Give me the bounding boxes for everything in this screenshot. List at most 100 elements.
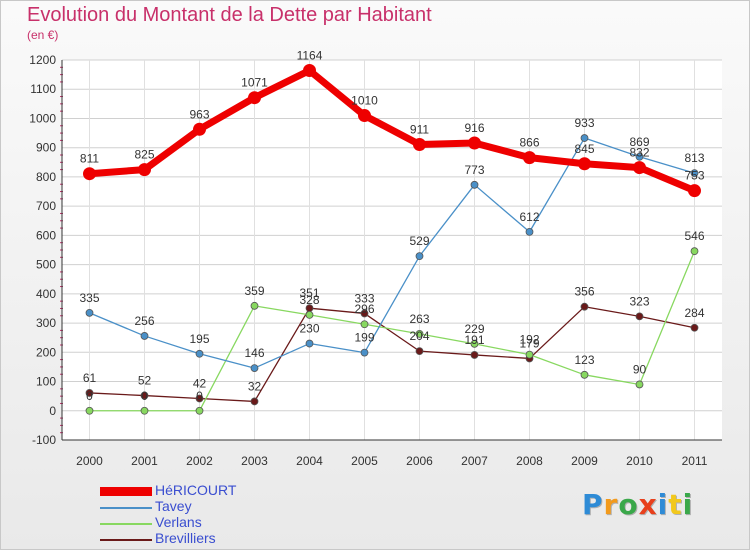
data-label-verlans-2004: 328 — [299, 293, 319, 307]
data-point-h-ricourt-2007 — [468, 136, 481, 150]
data-label-brevilliers-2011: 284 — [684, 306, 704, 320]
data-point-brevilliers-2007 — [470, 351, 479, 359]
data-label-verlans-2005: 296 — [354, 302, 374, 316]
data-point-verlans-2003 — [250, 301, 259, 310]
chart-title: Evolution du Montant de la Dette par Hab… — [27, 4, 432, 26]
data-label-tavey-2006: 529 — [409, 234, 429, 248]
data-point-h-ricourt-2000 — [83, 167, 96, 181]
data-point-tavey-2011 — [690, 169, 699, 178]
data-label-verlans-2009: 123 — [574, 353, 594, 367]
data-point-h-ricourt-2006 — [413, 137, 426, 151]
logo-letter: x — [638, 488, 658, 521]
data-label-h-ricourt-2003: 1071 — [241, 76, 268, 90]
data-label-brevilliers-2000: 61 — [83, 371, 97, 385]
legend-label-tavey: Tavey — [155, 498, 192, 514]
data-point-verlans-2001 — [140, 406, 149, 415]
data-label-brevilliers-2009: 356 — [574, 285, 594, 299]
y-tick-label-500: 500 — [36, 258, 56, 272]
data-label-tavey-2004: 230 — [299, 322, 319, 336]
data-point-brevilliers-2011 — [690, 323, 699, 332]
data-label-tavey-2002: 195 — [189, 332, 209, 346]
logo-letter: i — [682, 488, 694, 521]
data-label-tavey-2001: 256 — [134, 314, 154, 328]
data-point-h-ricourt-2008 — [523, 151, 536, 165]
data-point-verlans-2009 — [580, 370, 589, 379]
proxiti-logo: Proxiti — [582, 488, 693, 521]
data-label-h-ricourt-2006: 911 — [410, 122, 429, 136]
legend-swatch-brevilliers — [100, 539, 152, 541]
data-label-brevilliers-2006: 204 — [409, 329, 429, 343]
data-label-h-ricourt-2000: 811 — [80, 152, 99, 166]
data-label-tavey-2000: 335 — [79, 291, 99, 305]
legend-label-verlans: Verlans — [155, 514, 202, 530]
x-tick-label-2000: 2000 — [76, 454, 103, 468]
data-point-brevilliers-2003 — [250, 397, 259, 406]
x-tick-label-2001: 2001 — [131, 454, 158, 468]
data-label-tavey-2009: 933 — [574, 116, 594, 130]
legend-label-hericourt: HéRICOURT — [155, 482, 237, 498]
series-line-brevilliers — [88, 306, 696, 403]
data-label-tavey-2007: 773 — [464, 163, 484, 177]
y-tick-label-100: 100 — [36, 375, 56, 389]
data-point-tavey-2004 — [305, 339, 314, 348]
data-point-verlans-2011 — [690, 247, 699, 256]
data-label-verlans-2001: 0 — [141, 389, 148, 403]
data-label-h-ricourt-2002: 963 — [189, 107, 209, 121]
data-label-h-ricourt-2001: 825 — [134, 148, 154, 162]
chart-subtitle: (en €) — [27, 28, 59, 42]
data-point-tavey-2006 — [415, 252, 424, 261]
data-label-brevilliers-2004: 351 — [299, 286, 319, 300]
data-label-tavey-2003: 146 — [244, 346, 264, 360]
logo-letter: r — [603, 488, 619, 521]
data-label-brevilliers-2010: 323 — [629, 294, 649, 308]
y-tick-label-300: 300 — [36, 316, 56, 330]
y-tick-label-900: 900 — [36, 141, 56, 155]
legend-label-brevilliers: Brevilliers — [155, 530, 216, 546]
logo-letter: i — [657, 488, 669, 521]
y-tick-label-1200: 1200 — [29, 53, 56, 67]
data-label-h-ricourt-2011: 753 — [684, 169, 704, 183]
x-tick-label-2011: 2011 — [682, 454, 708, 468]
data-point-tavey-2009 — [580, 134, 589, 142]
y-tick-label-1000: 1000 — [29, 111, 56, 125]
data-point-h-ricourt-2010 — [633, 161, 646, 175]
plot-area — [62, 60, 722, 440]
data-point-h-ricourt-2005 — [358, 109, 371, 123]
data-label-brevilliers-2002: 42 — [193, 376, 207, 390]
data-label-tavey-2005: 199 — [354, 331, 374, 345]
y-tick-label-600: 600 — [36, 228, 56, 242]
x-tick-label-2006: 2006 — [406, 454, 433, 468]
data-label-tavey-2008: 612 — [519, 210, 539, 224]
data-point-tavey-2000 — [85, 308, 94, 317]
data-label-brevilliers-2005: 333 — [354, 291, 374, 305]
data-label-brevilliers-2007: 191 — [464, 333, 484, 347]
series-line-h-ricourt — [86, 67, 698, 195]
x-tick-label-2003: 2003 — [241, 454, 268, 468]
legend-swatch-verlans — [100, 523, 152, 525]
data-point-brevilliers-2006 — [415, 347, 424, 356]
y-tick-label-0: 0 — [49, 404, 56, 418]
data-label-verlans-2007: 229 — [464, 322, 484, 336]
data-label-verlans-2011: 546 — [684, 229, 704, 243]
data-point-h-ricourt-2011 — [688, 184, 701, 198]
logo-letter: o — [618, 488, 639, 521]
data-label-h-ricourt-2004: 1164 — [297, 49, 323, 63]
data-point-h-ricourt-2009 — [578, 157, 591, 171]
y-tick-label--100: -100 — [32, 433, 56, 447]
data-point-brevilliers-2002 — [195, 394, 204, 403]
data-point-verlans-2010 — [635, 380, 644, 389]
data-point-verlans-2002 — [195, 406, 204, 415]
data-label-verlans-2000: 0 — [86, 389, 93, 403]
data-point-verlans-2000 — [85, 406, 94, 415]
x-tick-label-2007: 2007 — [461, 454, 488, 468]
data-point-tavey-2007 — [470, 180, 479, 189]
data-label-brevilliers-2003: 32 — [248, 379, 262, 393]
data-label-h-ricourt-2007: 916 — [464, 121, 484, 135]
data-point-tavey-2008 — [525, 227, 534, 236]
data-label-verlans-2006: 263 — [409, 312, 429, 326]
data-label-h-ricourt-2008: 866 — [519, 136, 539, 150]
data-point-h-ricourt-2002 — [193, 122, 206, 136]
data-point-brevilliers-2005 — [360, 309, 369, 318]
data-point-brevilliers-2010 — [635, 312, 644, 321]
